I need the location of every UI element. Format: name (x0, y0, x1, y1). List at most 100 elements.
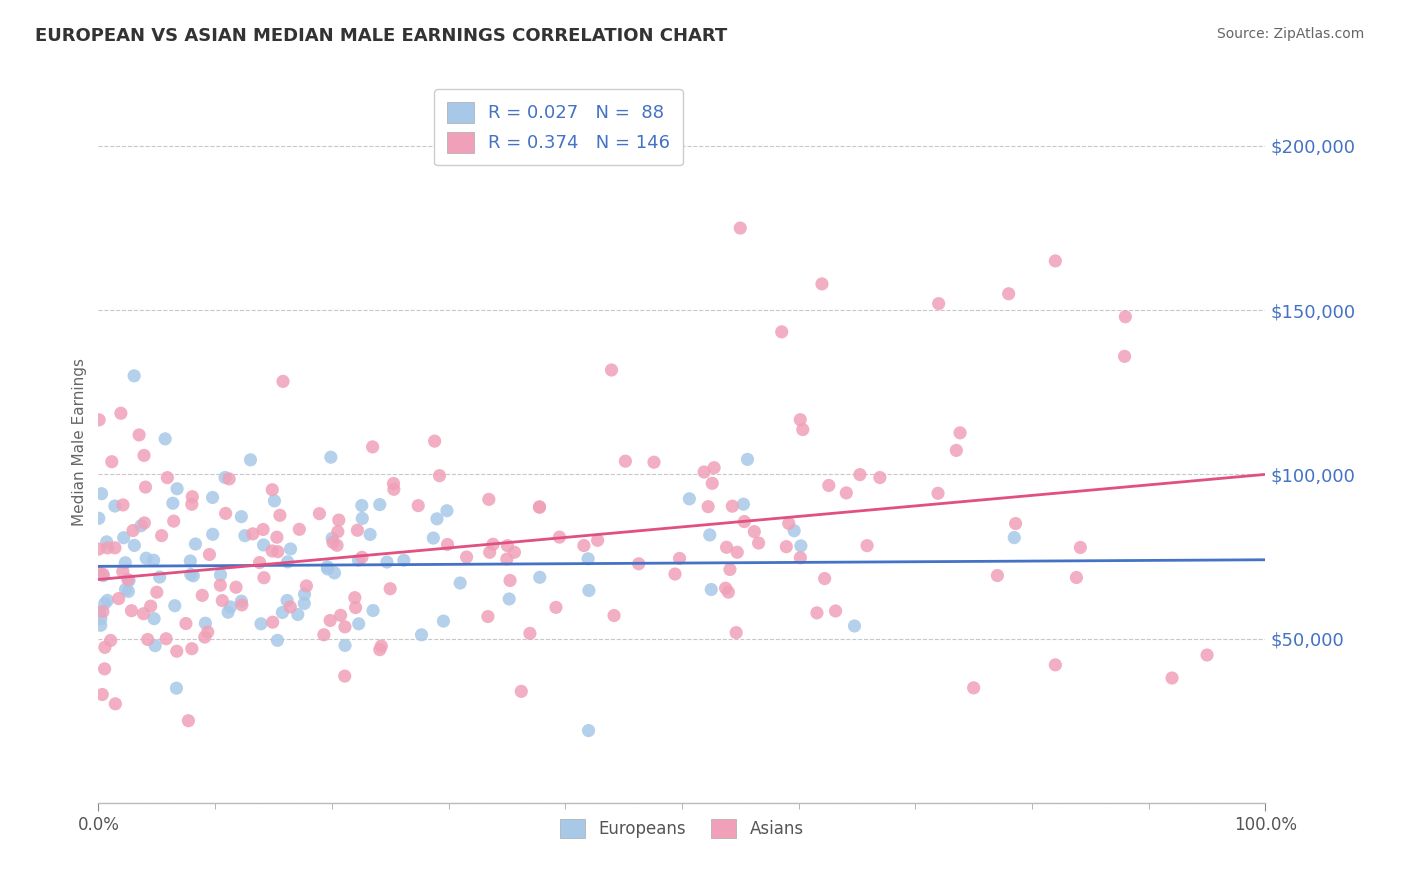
Point (510, 684, 533, 698)
Point (503, 545, 526, 559)
Point (945, 443, 967, 458)
Point (271, 375, 294, 389)
Point (191, 588, 214, 602)
Point (201, 527, 224, 541)
Point (928, 296, 950, 310)
Point (231, 509, 253, 524)
Point (271, 606, 294, 620)
Point (436, 504, 458, 518)
Point (326, 524, 349, 539)
Point (89, 566, 111, 581)
Point (114, 582, 136, 597)
Point (730, 221, 752, 235)
Point (322, 535, 344, 549)
Point (166, 644, 188, 658)
Point (87, 542, 110, 557)
Point (250, 616, 273, 631)
Point (89, 605, 111, 619)
Point (572, 539, 595, 553)
Point (319, 614, 342, 628)
Point (180, 567, 202, 582)
Point (94, 597, 117, 611)
Point (209, 578, 232, 592)
Point (1069, 541, 1091, 555)
Point (693, 465, 716, 479)
Point (986, 568, 1008, 582)
Point (292, 596, 315, 610)
Point (811, 277, 834, 291)
Point (1195, 648, 1218, 662)
Point (347, 616, 370, 631)
Point (835, 486, 858, 500)
Point (146, 585, 169, 599)
Point (277, 555, 299, 569)
Point (643, 455, 665, 469)
Point (1002, 531, 1025, 545)
Point (482, 537, 505, 551)
Point (783, 524, 806, 538)
Point (578, 583, 600, 598)
Point (495, 552, 517, 566)
Point (737, 452, 759, 467)
Point (333, 620, 356, 634)
Point (316, 559, 339, 574)
Point (370, 639, 392, 653)
Point (456, 549, 478, 564)
Point (181, 490, 204, 504)
Point (183, 568, 205, 582)
Point (477, 609, 499, 624)
Point (163, 599, 186, 613)
Point (806, 606, 828, 620)
Point (382, 483, 405, 497)
Point (308, 507, 330, 521)
Point (197, 624, 219, 639)
Point (104, 499, 127, 513)
Point (699, 528, 721, 542)
Point (721, 499, 744, 513)
Point (132, 449, 155, 463)
Point (252, 523, 274, 537)
Point (361, 440, 384, 454)
Point (392, 553, 415, 567)
Point (294, 587, 316, 601)
Point (132, 607, 155, 621)
Point (253, 571, 276, 585)
Point (249, 556, 271, 570)
Point (778, 516, 800, 531)
Point (184, 537, 207, 551)
Point (927, 486, 949, 500)
Point (219, 599, 242, 614)
Point (263, 494, 285, 508)
Point (231, 598, 253, 612)
Point (218, 472, 240, 486)
Point (90, 612, 112, 626)
Point (548, 530, 571, 544)
Point (319, 450, 342, 465)
Point (744, 524, 766, 539)
Point (134, 516, 156, 530)
Point (359, 527, 381, 541)
Point (664, 567, 686, 582)
Point (107, 591, 129, 606)
Point (329, 608, 352, 623)
Point (333, 669, 356, 683)
Point (775, 540, 797, 554)
Point (142, 553, 165, 567)
Point (1045, 657, 1067, 672)
Point (323, 566, 346, 580)
Point (600, 363, 623, 377)
Point (478, 492, 501, 507)
Point (382, 476, 405, 491)
Point (153, 432, 176, 446)
Point (997, 286, 1019, 301)
Point (603, 608, 626, 623)
Point (700, 582, 723, 597)
Point (211, 593, 233, 607)
Point (166, 482, 188, 496)
Point (856, 539, 879, 553)
Point (1114, 310, 1136, 324)
Point (733, 515, 755, 529)
Point (93, 662, 115, 676)
Point (91, 688, 114, 702)
Point (242, 526, 264, 541)
